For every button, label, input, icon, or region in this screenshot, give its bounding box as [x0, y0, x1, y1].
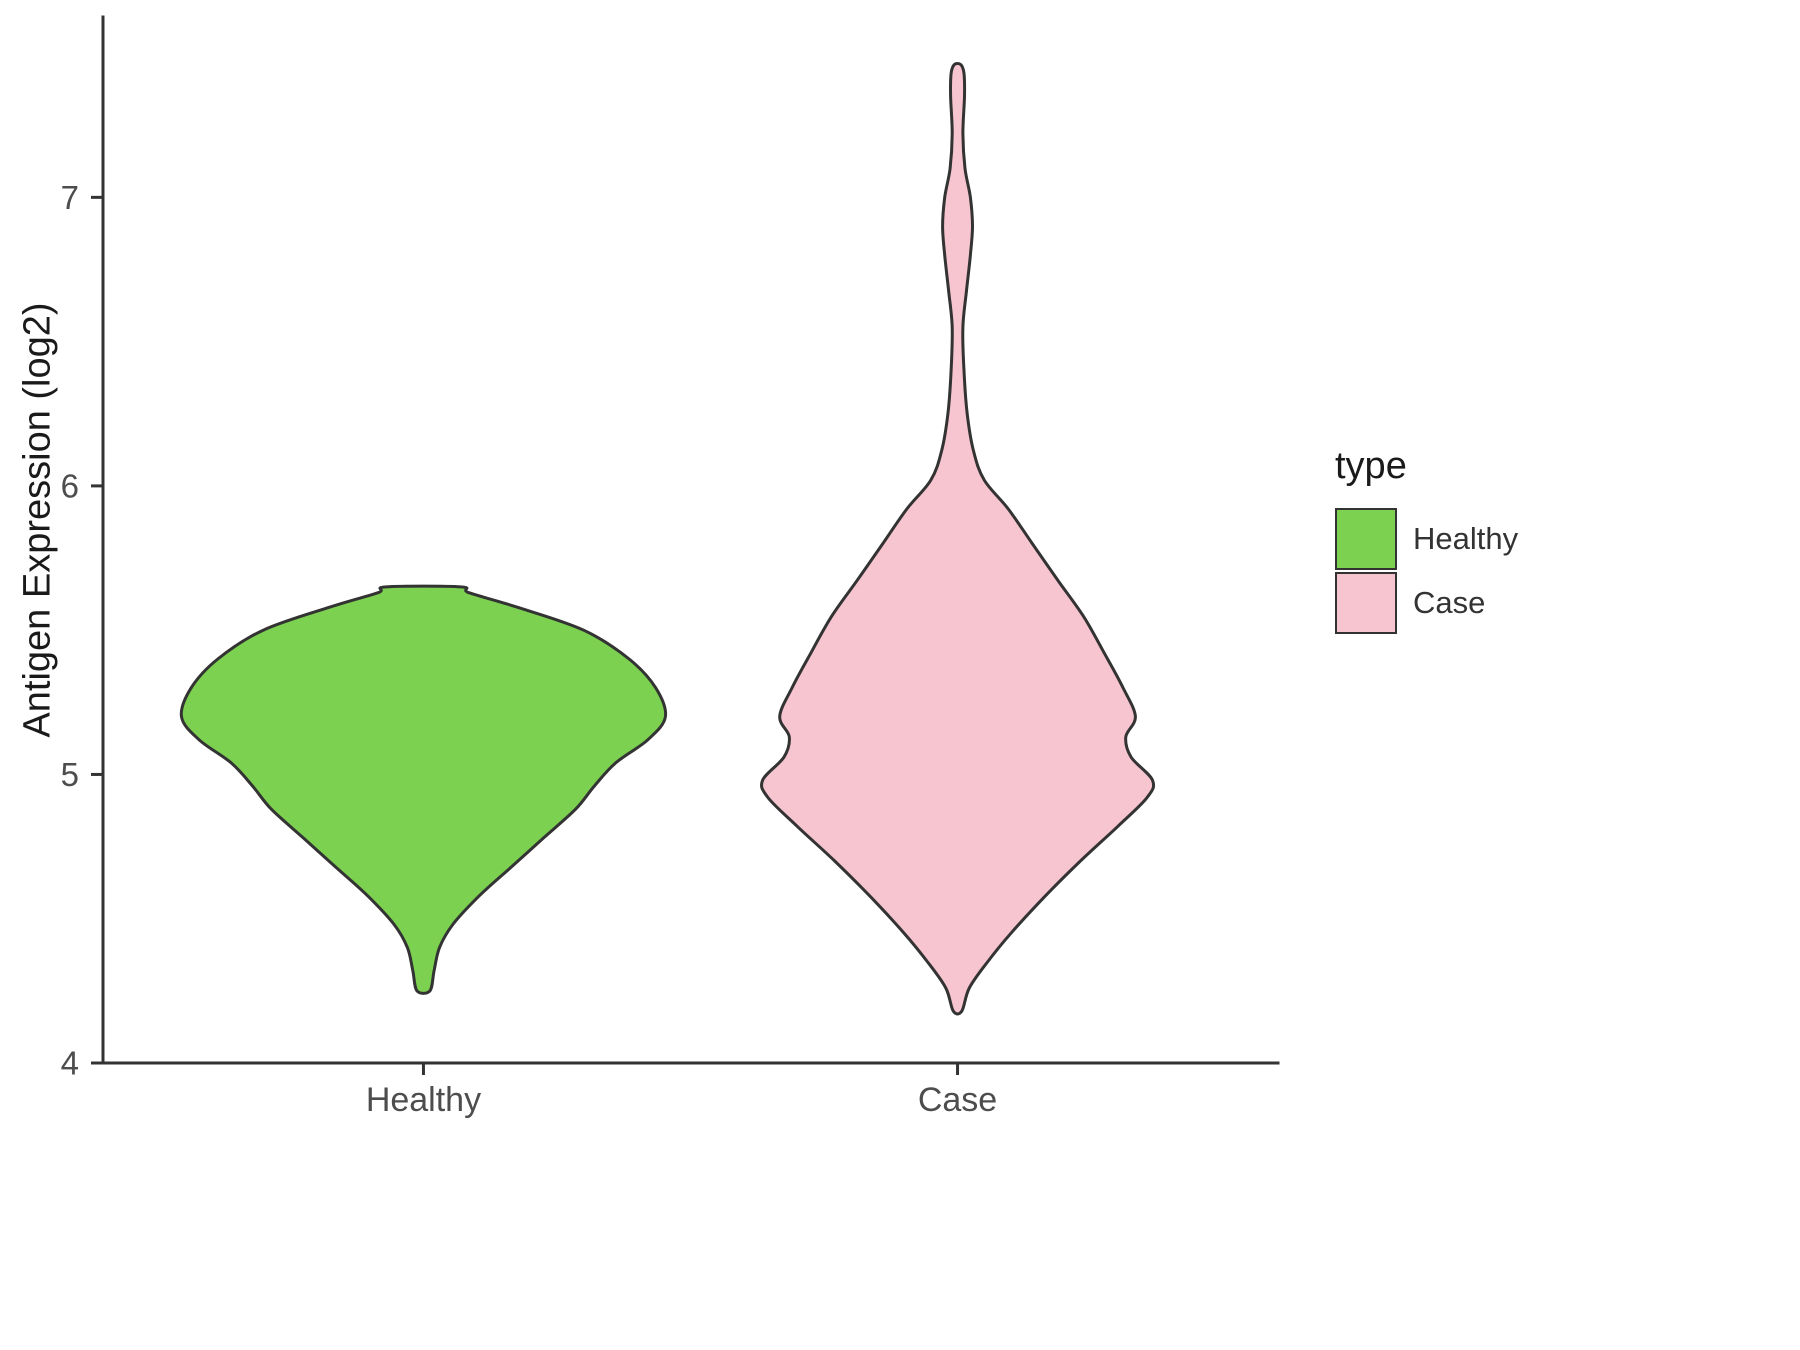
y-tick-label: 5	[61, 756, 79, 793]
legend-item-healthy: Healthy	[1335, 508, 1518, 570]
legend-item-case: Case	[1335, 572, 1518, 634]
y-tick-label: 6	[61, 467, 79, 504]
legend-label-healthy: Healthy	[1413, 521, 1519, 556]
violin-healthy	[179, 584, 668, 995]
legend: type Healthy Case	[1335, 445, 1518, 636]
legend-swatch-case	[1335, 572, 1397, 634]
y-axis-title: Antigen Expression (log2)	[16, 302, 59, 738]
y-tick-label: 7	[61, 179, 79, 216]
legend-title: type	[1335, 445, 1407, 487]
violin-case	[759, 62, 1156, 1016]
y-tick-label: 4	[61, 1045, 79, 1082]
x-tick-label: Healthy	[366, 1081, 481, 1119]
x-tick-label: Case	[918, 1081, 997, 1119]
legend-swatch-healthy	[1335, 508, 1397, 570]
legend-label-case: Case	[1413, 585, 1486, 620]
